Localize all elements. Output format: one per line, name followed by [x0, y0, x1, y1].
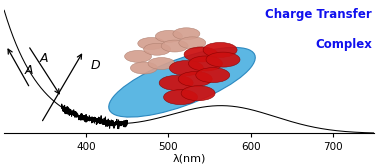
Text: Charge Transfer: Charge Transfer [265, 8, 372, 21]
Circle shape [144, 43, 170, 55]
Text: A: A [39, 52, 48, 65]
Circle shape [138, 37, 165, 49]
Circle shape [206, 52, 240, 67]
Circle shape [173, 28, 200, 40]
Circle shape [196, 68, 230, 83]
Circle shape [125, 50, 152, 62]
Circle shape [179, 37, 206, 49]
Circle shape [164, 90, 198, 105]
Circle shape [130, 62, 157, 74]
Circle shape [178, 72, 212, 87]
Circle shape [203, 42, 237, 57]
Ellipse shape [109, 47, 255, 117]
Circle shape [169, 60, 203, 76]
X-axis label: λ(nm): λ(nm) [172, 154, 206, 164]
Text: Complex: Complex [315, 38, 372, 51]
Circle shape [159, 75, 193, 90]
Circle shape [155, 30, 182, 42]
Circle shape [181, 86, 215, 101]
Circle shape [161, 40, 188, 52]
Circle shape [189, 56, 222, 71]
Circle shape [184, 47, 218, 62]
Circle shape [148, 58, 175, 69]
Text: A: A [25, 64, 33, 77]
Text: D: D [91, 59, 101, 72]
